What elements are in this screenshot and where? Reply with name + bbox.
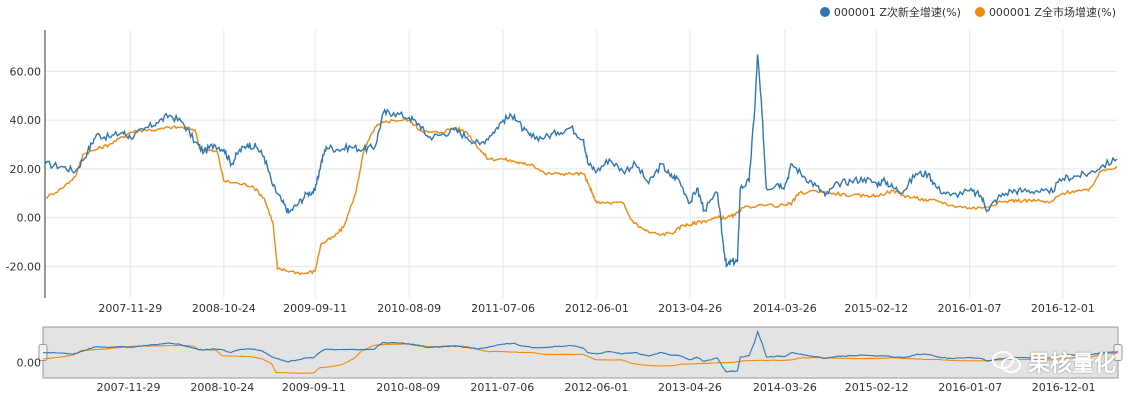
x-tick-label: 2015-02-12	[844, 302, 908, 315]
series-line-2	[44, 118, 1118, 276]
wechat-icon	[991, 351, 1021, 373]
x-tick-label: 2016-12-01	[1031, 302, 1095, 315]
navigator-window[interactable]	[42, 326, 1119, 379]
y-tick-label: 60.00	[10, 65, 42, 78]
navigator[interactable]: 0.00 2007-11-29 2008-10-24 2009-09-11 2010-0…	[17, 326, 1123, 394]
y-tick-label: 40.00	[10, 114, 42, 127]
navigator-x-tick-label: 2016-12-01	[1032, 381, 1096, 394]
watermark-text: 果核量化	[1027, 352, 1116, 377]
x-tick-label: 2013-04-26	[658, 302, 722, 315]
y-tick-label: 20.00	[10, 163, 42, 176]
legend-label-series2: 000001 Z全市场增速(%)	[988, 6, 1116, 19]
navigator-y-label: 0.00	[17, 357, 42, 370]
series-line-1	[44, 54, 1118, 268]
navigator-x-tick-label: 2009-09-11	[282, 381, 346, 394]
main-plot-area	[44, 54, 1118, 276]
legend-item-series2[interactable]: 000001 Z全市场增速(%)	[974, 4, 1116, 20]
legend-dot-series2	[974, 7, 985, 17]
y-tick-label: -20.00	[6, 260, 41, 273]
navigator-x-tick-label: 2015-02-12	[845, 381, 909, 394]
legend-item-series1[interactable]: 000001 Z次新全增速(%)	[819, 4, 961, 20]
navigator-x-tick-label: 2010-08-09	[376, 381, 440, 394]
navigator-x-tick-label: 2011-07-06	[470, 381, 534, 394]
x-tick-label: 2009-09-11	[283, 302, 347, 315]
x-tick-label: 2007-11-29	[98, 302, 162, 315]
x-tick-label: 2014-03-26	[753, 302, 817, 315]
x-tick-label: 2011-07-06	[471, 302, 535, 315]
x-tick-label: 2012-06-01	[565, 302, 629, 315]
navigator-x-tick-label: 2013-04-26	[658, 381, 722, 394]
x-tick-label: 2008-10-24	[192, 302, 256, 315]
main-grid	[45, 30, 1117, 298]
legend-label-series1: 000001 Z次新全增速(%)	[833, 6, 961, 19]
y-axis: -20.00 0.00 20.00 40.00 60.00	[6, 30, 46, 298]
navigator-x-tick-label: 2014-03-26	[753, 381, 817, 394]
legend-dot-series1	[819, 7, 830, 17]
navigator-x-tick-label: 2012-06-01	[564, 381, 628, 394]
legend: 000001 Z次新全增速(%) 000001 Z全市场增速(%)	[819, 4, 1116, 20]
y-tick-label: 0.00	[17, 212, 42, 225]
x-tick-label: 2010-08-09	[377, 302, 441, 315]
x-tick-label: 2016-01-07	[938, 302, 1002, 315]
watermark: 果核量化	[991, 346, 1116, 378]
navigator-series-2	[42, 343, 1119, 374]
navigator-series-1	[42, 329, 1119, 373]
navigator-x-tick-label: 2007-11-29	[97, 381, 161, 394]
navigator-x-tick-label: 2016-01-07	[938, 381, 1002, 394]
navigator-x-tick-label: 2008-10-24	[190, 381, 254, 394]
x-axis: 2007-11-29 2008-10-24 2009-09-11 2010-08-09…	[98, 302, 1094, 315]
